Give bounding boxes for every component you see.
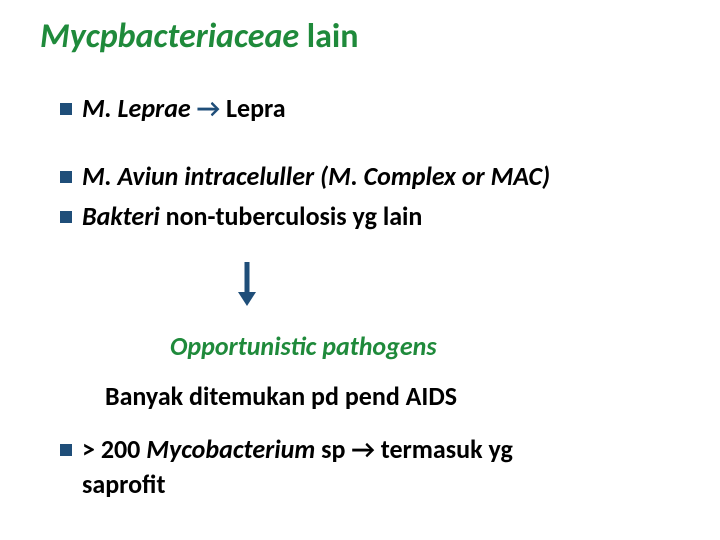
bullet-3-italic: Bakteri	[82, 200, 160, 232]
bullet-4: > 200 Mycobacterium sp → termasuk yg sap…	[60, 432, 680, 502]
square-bullet-icon	[60, 103, 72, 115]
bullet-2-text: M. Aviun intraceluller (M. Complex or MA…	[82, 160, 550, 192]
bullet-3-rest: non-tuberculosis yg lain	[160, 200, 423, 232]
bullet-1-rest: Lepra	[220, 92, 285, 124]
bullet-1-species: M. Leprae	[82, 92, 197, 124]
square-bullet-icon	[60, 171, 72, 183]
bullet-4-line2: saprofit	[82, 467, 680, 502]
bullet-3: Bakteri non-tuberculosis yg lain	[60, 200, 680, 232]
bullet-1-arrow: →	[197, 92, 221, 124]
title-rest: lain	[299, 16, 358, 57]
bullet-1: M. Leprae → Lepra	[60, 92, 680, 124]
bullet-4-mid: sp → termasuk yg	[315, 433, 513, 465]
bullet-4-italic: Mycobacterium	[146, 433, 315, 465]
square-bullet-icon	[60, 211, 72, 223]
aids-line: Banyak ditemukan pd pend AIDS	[105, 380, 457, 412]
slide-title: Mycpbacteriaceae lain	[40, 16, 359, 57]
bullet-4-prefix: > 200	[82, 433, 146, 465]
down-arrow-icon	[236, 260, 258, 308]
slide: Mycpbacteriaceae lain M. Leprae → Lepra …	[0, 0, 720, 540]
title-italic: Mycpbacteriaceae	[40, 16, 299, 57]
opportunistic-line: Opportunistic pathogens	[170, 330, 437, 362]
square-bullet-icon	[60, 444, 72, 456]
bullet-2: M. Aviun intraceluller (M. Complex or MA…	[60, 160, 680, 192]
